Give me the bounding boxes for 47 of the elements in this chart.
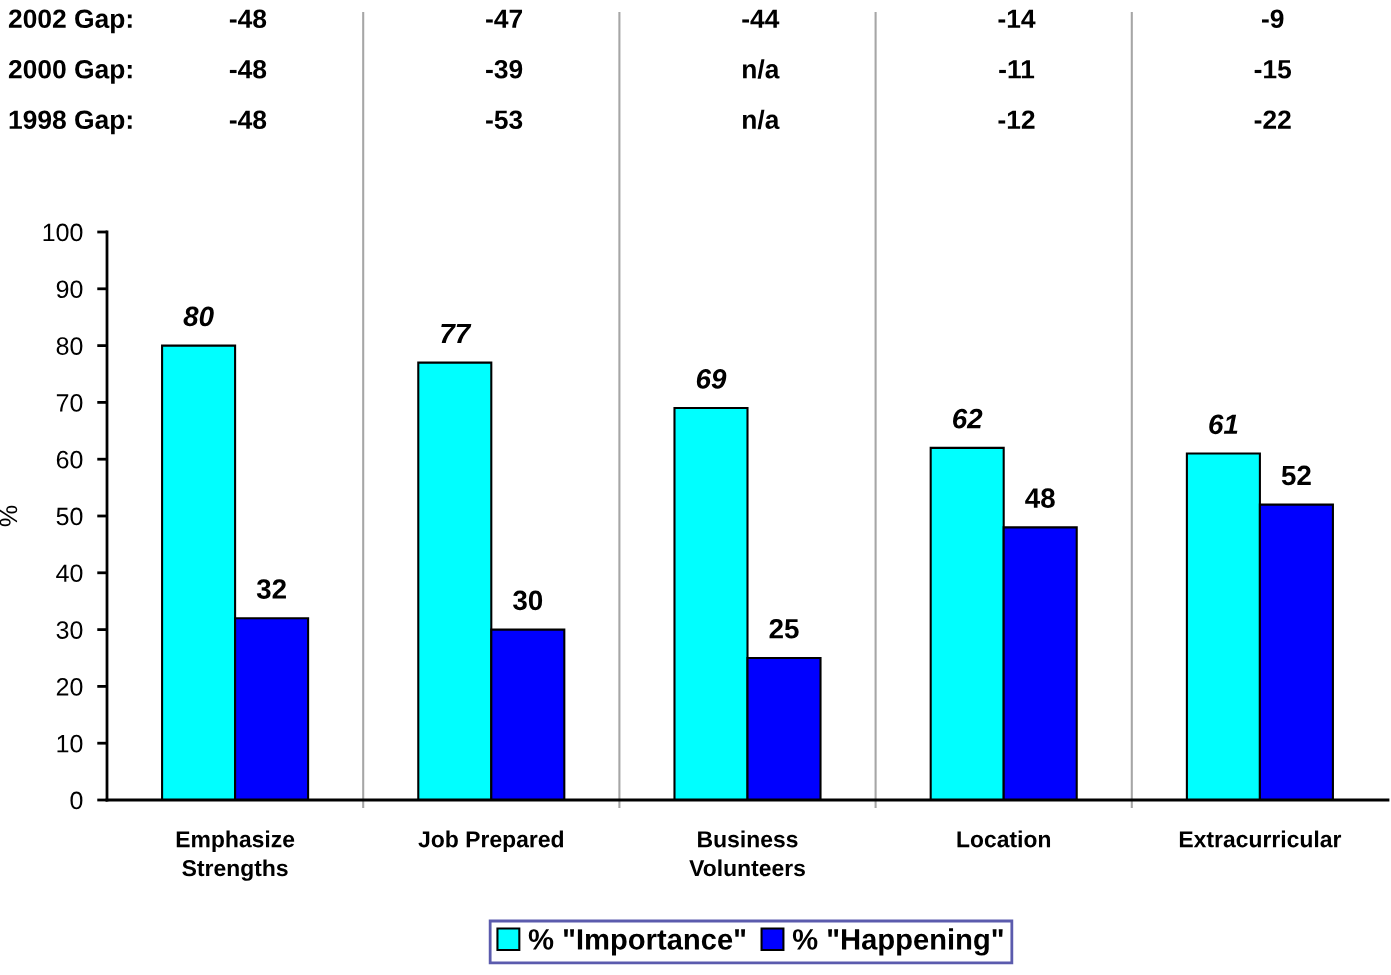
data-label: 80 xyxy=(183,306,214,327)
y-tick-label: 70 xyxy=(56,394,83,412)
data-label: 52 xyxy=(1281,465,1311,486)
y-axis-title: % xyxy=(0,505,18,527)
text: -15 xyxy=(1254,60,1292,79)
text: -53 xyxy=(486,110,523,130)
y-tick-label: 100 xyxy=(43,223,83,242)
y-tick-label: 50 xyxy=(56,507,83,526)
y-tick-label: 60 xyxy=(56,450,83,469)
text: -48 xyxy=(229,9,267,29)
y-tick-label: 20 xyxy=(56,678,83,696)
legend-label: % "Importance" xyxy=(528,929,746,956)
x-tick-label: Emphasize Strengths xyxy=(176,830,295,881)
text: -48 xyxy=(229,110,267,130)
x-tick-label: Location xyxy=(957,830,1051,848)
data-label: 25 xyxy=(769,618,799,639)
y-tick-label: 30 xyxy=(56,621,83,639)
data-label: 61 xyxy=(1209,414,1238,435)
text: -39 xyxy=(486,59,523,79)
y-tick-label: 90 xyxy=(56,280,83,299)
text: -48 xyxy=(229,59,267,79)
x-tick-label: Extracurricular xyxy=(1179,830,1342,848)
x-tick-label: Business Volunteers xyxy=(689,830,805,877)
text: -9 xyxy=(1262,9,1284,29)
text: -22 xyxy=(1254,110,1291,129)
data-label: 62 xyxy=(953,408,983,429)
text: n/a xyxy=(742,109,780,130)
data-label: 77 xyxy=(441,323,472,343)
y-tick-label: 10 xyxy=(57,734,83,753)
text: -12 xyxy=(998,110,1035,129)
text: -14 xyxy=(998,9,1036,28)
text: 1998 Gap: xyxy=(9,110,132,135)
data-label: 30 xyxy=(513,590,543,611)
data-label: 69 xyxy=(696,369,727,389)
data-label: 32 xyxy=(256,579,286,599)
text: 2000 Gap: xyxy=(8,59,132,84)
data-label: 48 xyxy=(1025,488,1055,508)
x-tick-label: Job Prepared xyxy=(418,830,564,852)
text: -11 xyxy=(999,60,1035,79)
text: -44 xyxy=(742,9,780,28)
y-tick-label: 80 xyxy=(56,337,83,355)
text: 2002 Gap: xyxy=(8,9,132,34)
text: -47 xyxy=(486,9,523,28)
y-tick-label: 40 xyxy=(56,564,83,583)
y-tick-label: 0 xyxy=(70,791,83,810)
text: n/a xyxy=(742,59,780,79)
legend-label: % "Happening" xyxy=(792,928,1003,956)
